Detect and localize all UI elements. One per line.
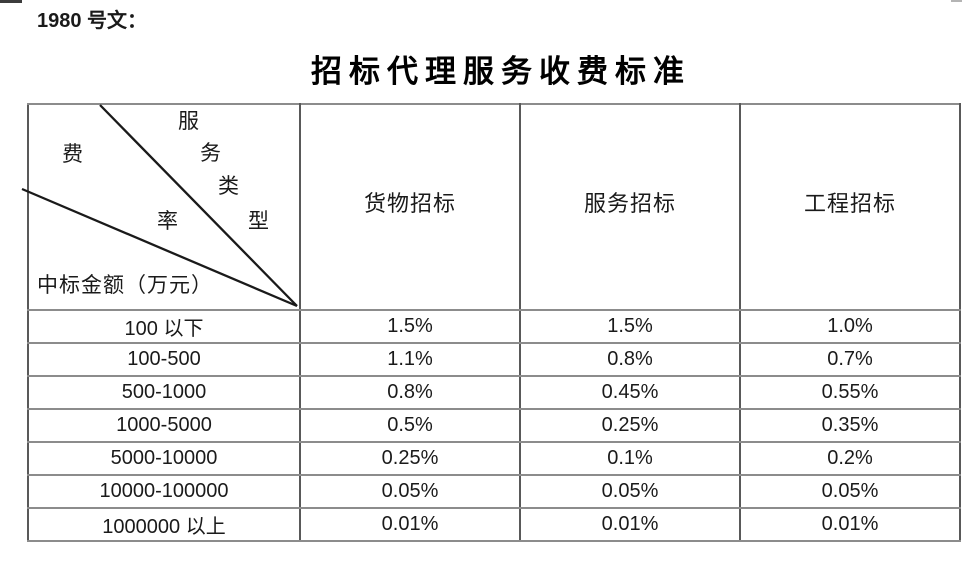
rate-cell: 1.5% [299, 309, 521, 344]
rate-value: 0.1% [607, 447, 653, 469]
rate-cell: 0.01% [519, 507, 741, 542]
column-header-goods: 货物招标 [299, 103, 521, 311]
table-row: 1000-5000 0.5% 0.25% 0.35% [27, 408, 961, 443]
corner-label-fee-rate-char: 率 [157, 209, 178, 233]
rate-value: 0.45% [601, 381, 659, 403]
rate-cell: 0.05% [299, 474, 521, 509]
amount-cell: 1000000 以上 [27, 507, 301, 542]
rate-value: 0.55% [821, 381, 879, 403]
column-header-services: 服务招标 [519, 103, 741, 311]
corner-label-service-type-char: 服 [178, 109, 199, 133]
rate-cell: 1.1% [299, 342, 521, 377]
table-row: 1000000 以上 0.01% 0.01% 0.01% [27, 507, 961, 542]
rate-cell: 0.25% [519, 408, 741, 443]
amount-cell: 10000-100000 [27, 474, 301, 509]
rate-value: 0.01% [381, 513, 439, 535]
column-header-label: 服务招标 [583, 191, 676, 216]
table-row: 100 以下 1.5% 1.5% 1.0% [27, 309, 961, 344]
diagonal-split-cell: 服 务 类 型 费 率 中标金额（万元） [21, 104, 299, 309]
rate-value: 0.7% [827, 348, 873, 370]
rate-value: 0.35% [821, 414, 879, 436]
doc-number-label: 1980 号文： [37, 10, 148, 32]
rate-cell: 0.8% [299, 375, 521, 410]
fee-standard-table: 服 务 类 型 费 率 中标金额（万元） 货物招标 服务招标 工程招标 100 … [21, 103, 961, 542]
rate-value: 1.1% [387, 348, 433, 370]
table-row: 10000-100000 0.05% 0.05% 0.05% [27, 474, 961, 509]
amount-label: 100 以下 [124, 318, 204, 340]
rate-cell: 0.2% [739, 441, 961, 476]
rate-cell: 1.5% [519, 309, 741, 344]
rate-cell: 0.05% [739, 474, 961, 509]
rate-cell: 0.8% [519, 342, 741, 377]
rate-value: 0.05% [381, 480, 439, 502]
table-row: 100-500 1.1% 0.8% 0.7% [27, 342, 961, 377]
rate-cell: 0.35% [739, 408, 961, 443]
rate-cell: 0.5% [299, 408, 521, 443]
rate-cell: 0.05% [519, 474, 741, 509]
amount-label: 1000-5000 [116, 414, 212, 436]
amount-label: 500-1000 [121, 381, 207, 403]
rate-value: 1.5% [607, 315, 653, 337]
amount-cell: 500-1000 [27, 375, 301, 410]
rate-value: 1.0% [827, 315, 873, 337]
rate-value: 0.8% [387, 381, 433, 403]
table-row: 5000-10000 0.25% 0.1% 0.2% [27, 441, 961, 476]
table-header-row: 服 务 类 型 费 率 中标金额（万元） 货物招标 服务招标 工程招标 [21, 103, 961, 311]
rate-cell: 1.0% [739, 309, 961, 344]
page-title: 招标代理服务收费标准 [311, 54, 691, 89]
rate-value: 0.05% [601, 480, 659, 502]
rate-value: 0.5% [387, 414, 433, 436]
amount-cell: 1000-5000 [27, 408, 301, 443]
column-header-label: 货物招标 [363, 191, 456, 216]
rate-value: 0.25% [381, 447, 439, 469]
corner-label-service-type-char: 类 [218, 174, 239, 198]
column-header-label: 工程招标 [803, 191, 896, 216]
amount-cell: 100-500 [27, 342, 301, 377]
rate-cell: 0.25% [299, 441, 521, 476]
rate-cell: 0.55% [739, 375, 961, 410]
corner-header-cell: 服 务 类 型 费 率 中标金额（万元） [21, 103, 301, 311]
corner-label-service-type-char: 务 [200, 141, 221, 165]
table-row: 500-1000 0.8% 0.45% 0.55% [27, 375, 961, 410]
rate-cell: 0.01% [299, 507, 521, 542]
rate-value: 0.01% [821, 513, 879, 535]
amount-label: 1000000 以上 [102, 516, 226, 538]
screen-artifact-top-left [0, 0, 22, 3]
diagonal-lines [21, 104, 298, 308]
rate-value: 1.5% [387, 315, 433, 337]
amount-label: 5000-10000 [110, 447, 218, 469]
corner-label-service-type-char: 型 [248, 209, 269, 233]
rate-value: 0.05% [821, 480, 879, 502]
amount-cell: 5000-10000 [27, 441, 301, 476]
rate-value: 0.01% [601, 513, 659, 535]
rate-value: 0.2% [827, 447, 873, 469]
corner-label-fee-rate-char: 费 [62, 142, 83, 166]
rate-cell: 0.7% [739, 342, 961, 377]
screen-artifact-top-right [951, 0, 962, 2]
amount-label: 100-500 [127, 348, 201, 370]
rate-value: 0.25% [601, 414, 659, 436]
amount-cell: 100 以下 [27, 309, 301, 344]
rate-cell: 0.1% [519, 441, 741, 476]
rate-value: 0.8% [607, 348, 653, 370]
column-header-engineering: 工程招标 [739, 103, 961, 311]
rate-cell: 0.45% [519, 375, 741, 410]
corner-label-bid-amount: 中标金额（万元） [37, 273, 213, 297]
amount-label: 10000-100000 [99, 480, 229, 502]
rate-cell: 0.01% [739, 507, 961, 542]
